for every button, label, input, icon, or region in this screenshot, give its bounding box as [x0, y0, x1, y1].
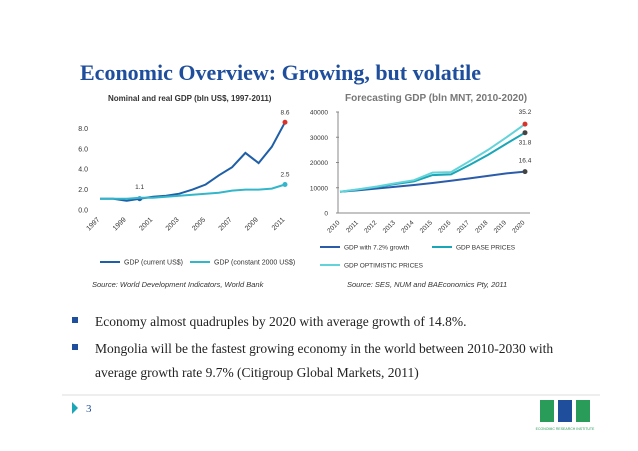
bullet-icon: [72, 344, 78, 350]
point-marker: [522, 130, 528, 136]
page-arrow: [72, 402, 78, 414]
logo-text: ECONOMIC RESEARCH INSTITUTE: [536, 427, 595, 431]
y-tick-label: 2.0: [78, 187, 88, 194]
legend-label: GDP BASE PRICES: [456, 245, 516, 252]
legend-label: GDP (current US$): [124, 260, 183, 267]
legend-label: GDP (constant 2000 US$): [214, 260, 295, 267]
data-label: 8.6: [280, 109, 289, 116]
bullets: Economy almost quadruples by 2020 with a…: [95, 314, 554, 380]
data-label: 16.4: [519, 158, 532, 165]
series-line: [100, 183, 286, 200]
point-marker: [282, 182, 288, 187]
chart-title: Forecasting GDP (bln MNT, 2010-2020): [345, 93, 527, 104]
series-line: [100, 121, 286, 202]
y-tick-label: 6.0: [78, 146, 88, 153]
y-tick-label: 40000: [310, 110, 328, 117]
y-tick-label: 0.0: [78, 208, 88, 215]
legend-label: GDP with 7.2% growth: [344, 245, 410, 252]
data-label: 31.8: [519, 140, 532, 147]
y-tick-label: 30000: [310, 135, 328, 142]
y-tick-label: 10000: [310, 185, 328, 192]
legend-label: GDP OPTIMISTIC PRICES: [344, 263, 424, 270]
page-number: 3: [86, 403, 92, 415]
source-note: Source: SES, NUM and BAEconomics Pty, 20…: [347, 280, 507, 289]
y-tick-label: 8.0: [78, 126, 88, 133]
data-label: 1.1: [135, 184, 144, 191]
logo: ECONOMIC RESEARCH INSTITUTE: [536, 400, 595, 431]
source-note: Source: World Development Indicators, Wo…: [92, 280, 265, 289]
bullet: Economy almost quadruples by 2020 with a…: [95, 314, 467, 329]
point-marker: [282, 119, 288, 125]
data-label: 35.2: [519, 109, 532, 116]
series-line: [339, 123, 526, 193]
bullet: Mongolia will be the fastest growing eco…: [95, 341, 554, 380]
bullet-icon: [72, 317, 78, 323]
y-tick-label: 0: [324, 211, 328, 218]
series-line: [339, 170, 526, 193]
logo-shape: [540, 400, 554, 422]
slide-title: Economic Overview: Growing, but volatile: [80, 60, 481, 85]
y-tick-label: 4.0: [78, 167, 88, 174]
data-label: 2.5: [280, 172, 289, 179]
y-tick-label: 20000: [310, 160, 328, 167]
logo-shape: [558, 400, 572, 422]
point-marker: [522, 169, 528, 175]
logo-shape: [576, 400, 590, 422]
chart-title: Nominal and real GDP (bln US$, 1997-2011…: [108, 94, 272, 103]
point-marker: [522, 121, 528, 127]
